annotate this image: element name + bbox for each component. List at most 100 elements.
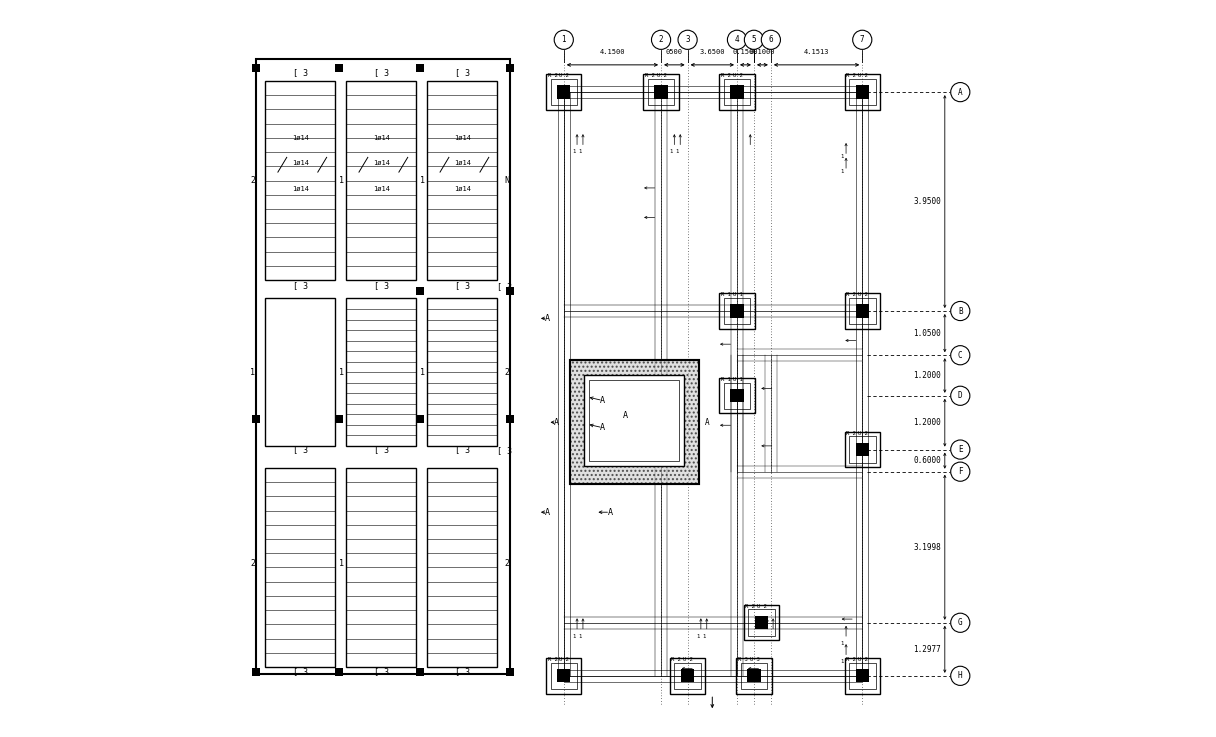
Text: 1ø14: 1ø14 xyxy=(454,160,471,167)
Text: 3.6500: 3.6500 xyxy=(699,49,725,55)
Bar xyxy=(255,59,510,674)
Text: U 2: U 2 xyxy=(559,657,569,662)
Bar xyxy=(845,432,880,467)
Text: 4: 4 xyxy=(734,35,739,44)
Text: [ 3: [ 3 xyxy=(373,69,389,77)
Bar xyxy=(551,663,578,689)
Bar xyxy=(849,298,876,324)
Text: 4.1500: 4.1500 xyxy=(599,49,625,55)
Text: R 2: R 2 xyxy=(846,293,856,297)
Bar xyxy=(428,468,497,667)
Text: R 2: R 2 xyxy=(745,604,755,609)
Text: R 2: R 2 xyxy=(846,431,856,436)
Text: [ 3: [ 3 xyxy=(293,445,308,454)
Text: 1ø14: 1ø14 xyxy=(454,134,471,141)
Text: 1ø14: 1ø14 xyxy=(373,186,390,192)
Text: U 2: U 2 xyxy=(857,293,867,297)
Bar xyxy=(506,668,514,677)
Text: U 2: U 2 xyxy=(756,604,766,609)
Bar xyxy=(849,663,876,689)
Bar xyxy=(265,81,336,280)
Text: A: A xyxy=(705,418,710,427)
Text: U 2: U 2 xyxy=(657,74,666,78)
Bar xyxy=(569,360,699,484)
Circle shape xyxy=(679,30,697,49)
Bar xyxy=(845,658,880,694)
Bar xyxy=(546,74,581,110)
Text: 1: 1 xyxy=(562,35,567,44)
Bar xyxy=(731,85,744,99)
Text: 1: 1 xyxy=(840,660,844,664)
Text: 1: 1 xyxy=(670,149,674,153)
Text: 1: 1 xyxy=(420,176,424,185)
Text: 6: 6 xyxy=(769,35,773,44)
Text: 3: 3 xyxy=(686,35,689,44)
Bar xyxy=(856,304,869,318)
Text: 1ø14: 1ø14 xyxy=(373,134,390,141)
Text: F: F xyxy=(958,467,963,476)
Bar xyxy=(744,605,779,640)
Text: U 2: U 2 xyxy=(732,74,742,78)
Bar xyxy=(506,414,514,423)
Bar xyxy=(724,383,750,409)
Bar xyxy=(347,81,416,280)
Bar xyxy=(506,287,514,296)
Text: [ 3: [ 3 xyxy=(373,445,389,454)
Text: 1: 1 xyxy=(579,149,581,153)
Text: U 1: U 1 xyxy=(732,377,742,382)
Text: 1: 1 xyxy=(697,634,699,638)
Text: R 2: R 2 xyxy=(846,657,856,662)
Circle shape xyxy=(951,301,970,321)
Bar xyxy=(724,79,750,105)
Bar xyxy=(856,443,869,456)
Text: 3.9500: 3.9500 xyxy=(913,197,941,206)
Text: [ 3: [ 3 xyxy=(455,667,469,676)
Text: 1: 1 xyxy=(840,155,844,159)
Text: A: A xyxy=(608,508,613,517)
Text: 1: 1 xyxy=(702,634,705,638)
Text: 1: 1 xyxy=(339,176,344,185)
Text: R 2: R 2 xyxy=(721,74,731,78)
Bar xyxy=(724,298,750,324)
Circle shape xyxy=(744,30,764,49)
Text: [ 3: [ 3 xyxy=(497,282,512,291)
Text: 1: 1 xyxy=(420,368,424,377)
Text: B: B xyxy=(958,307,963,315)
Text: [ 3: [ 3 xyxy=(293,69,308,77)
Bar xyxy=(506,64,514,72)
Text: 2: 2 xyxy=(505,559,510,568)
Text: 1ø14: 1ø14 xyxy=(292,186,309,192)
Text: 1.2000: 1.2000 xyxy=(913,371,941,380)
Circle shape xyxy=(951,666,970,685)
Bar xyxy=(748,669,760,682)
Circle shape xyxy=(951,83,970,102)
Text: [ 3: [ 3 xyxy=(293,667,308,676)
Text: 2: 2 xyxy=(659,35,664,44)
Bar xyxy=(731,389,744,402)
Text: U 2: U 2 xyxy=(857,74,867,78)
Bar xyxy=(849,436,876,463)
Bar xyxy=(736,658,772,694)
Bar xyxy=(557,85,570,99)
Text: [ 3: [ 3 xyxy=(455,445,469,454)
Text: 1.2000: 1.2000 xyxy=(913,418,941,427)
Text: 1: 1 xyxy=(840,641,844,646)
Text: H: H xyxy=(958,671,963,680)
Bar xyxy=(731,304,744,318)
Text: U 1: U 1 xyxy=(732,293,742,297)
Bar xyxy=(845,74,880,110)
Bar xyxy=(416,414,424,423)
Bar xyxy=(416,287,424,296)
Text: 1: 1 xyxy=(339,559,344,568)
Text: E: E xyxy=(958,445,963,454)
Text: 1ø14: 1ø14 xyxy=(292,160,309,167)
Text: 1: 1 xyxy=(579,634,581,638)
Circle shape xyxy=(951,440,970,459)
Text: 2: 2 xyxy=(250,176,255,185)
Bar xyxy=(720,293,755,329)
Bar xyxy=(845,293,880,329)
Bar xyxy=(416,668,424,677)
Text: 3.1998: 3.1998 xyxy=(913,542,941,552)
Text: A: A xyxy=(601,396,606,405)
Text: [ 3: [ 3 xyxy=(497,446,512,455)
